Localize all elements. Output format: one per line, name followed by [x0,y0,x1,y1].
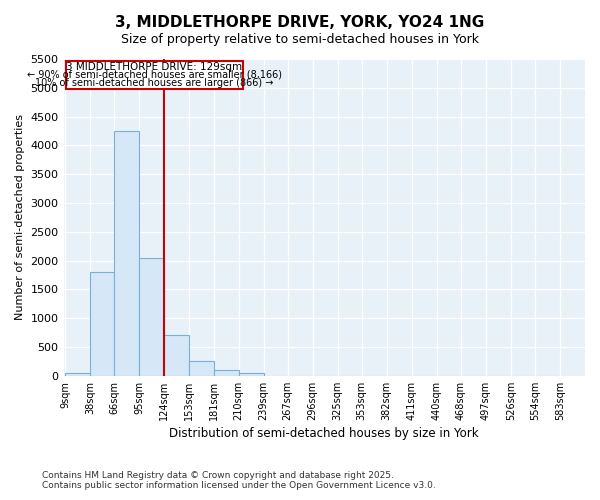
Bar [90,272,115,376]
Text: Contains HM Land Registry data © Crown copyright and database right 2025.
Contai: Contains HM Land Registry data © Crown c… [42,470,436,490]
Text: 3 MIDDLETHORPE DRIVE: 129sqm: 3 MIDDLETHORPE DRIVE: 129sqm [67,62,242,72]
Bar [214,370,239,376]
Bar [164,336,190,376]
Y-axis label: Number of semi-detached properties: Number of semi-detached properties [15,114,25,320]
Bar [239,373,263,376]
Bar [190,362,214,376]
Text: Size of property relative to semi-detached houses in York: Size of property relative to semi-detach… [121,32,479,46]
Bar [65,373,90,376]
X-axis label: Distribution of semi-detached houses by size in York: Distribution of semi-detached houses by … [169,427,479,440]
Text: 10% of semi-detached houses are larger (866) →: 10% of semi-detached houses are larger (… [35,78,274,88]
Bar [115,131,139,376]
Text: ← 90% of semi-detached houses are smaller (8,166): ← 90% of semi-detached houses are smalle… [27,70,282,80]
Bar [139,258,164,376]
FancyBboxPatch shape [66,60,243,89]
Text: 3, MIDDLETHORPE DRIVE, YORK, YO24 1NG: 3, MIDDLETHORPE DRIVE, YORK, YO24 1NG [115,15,485,30]
